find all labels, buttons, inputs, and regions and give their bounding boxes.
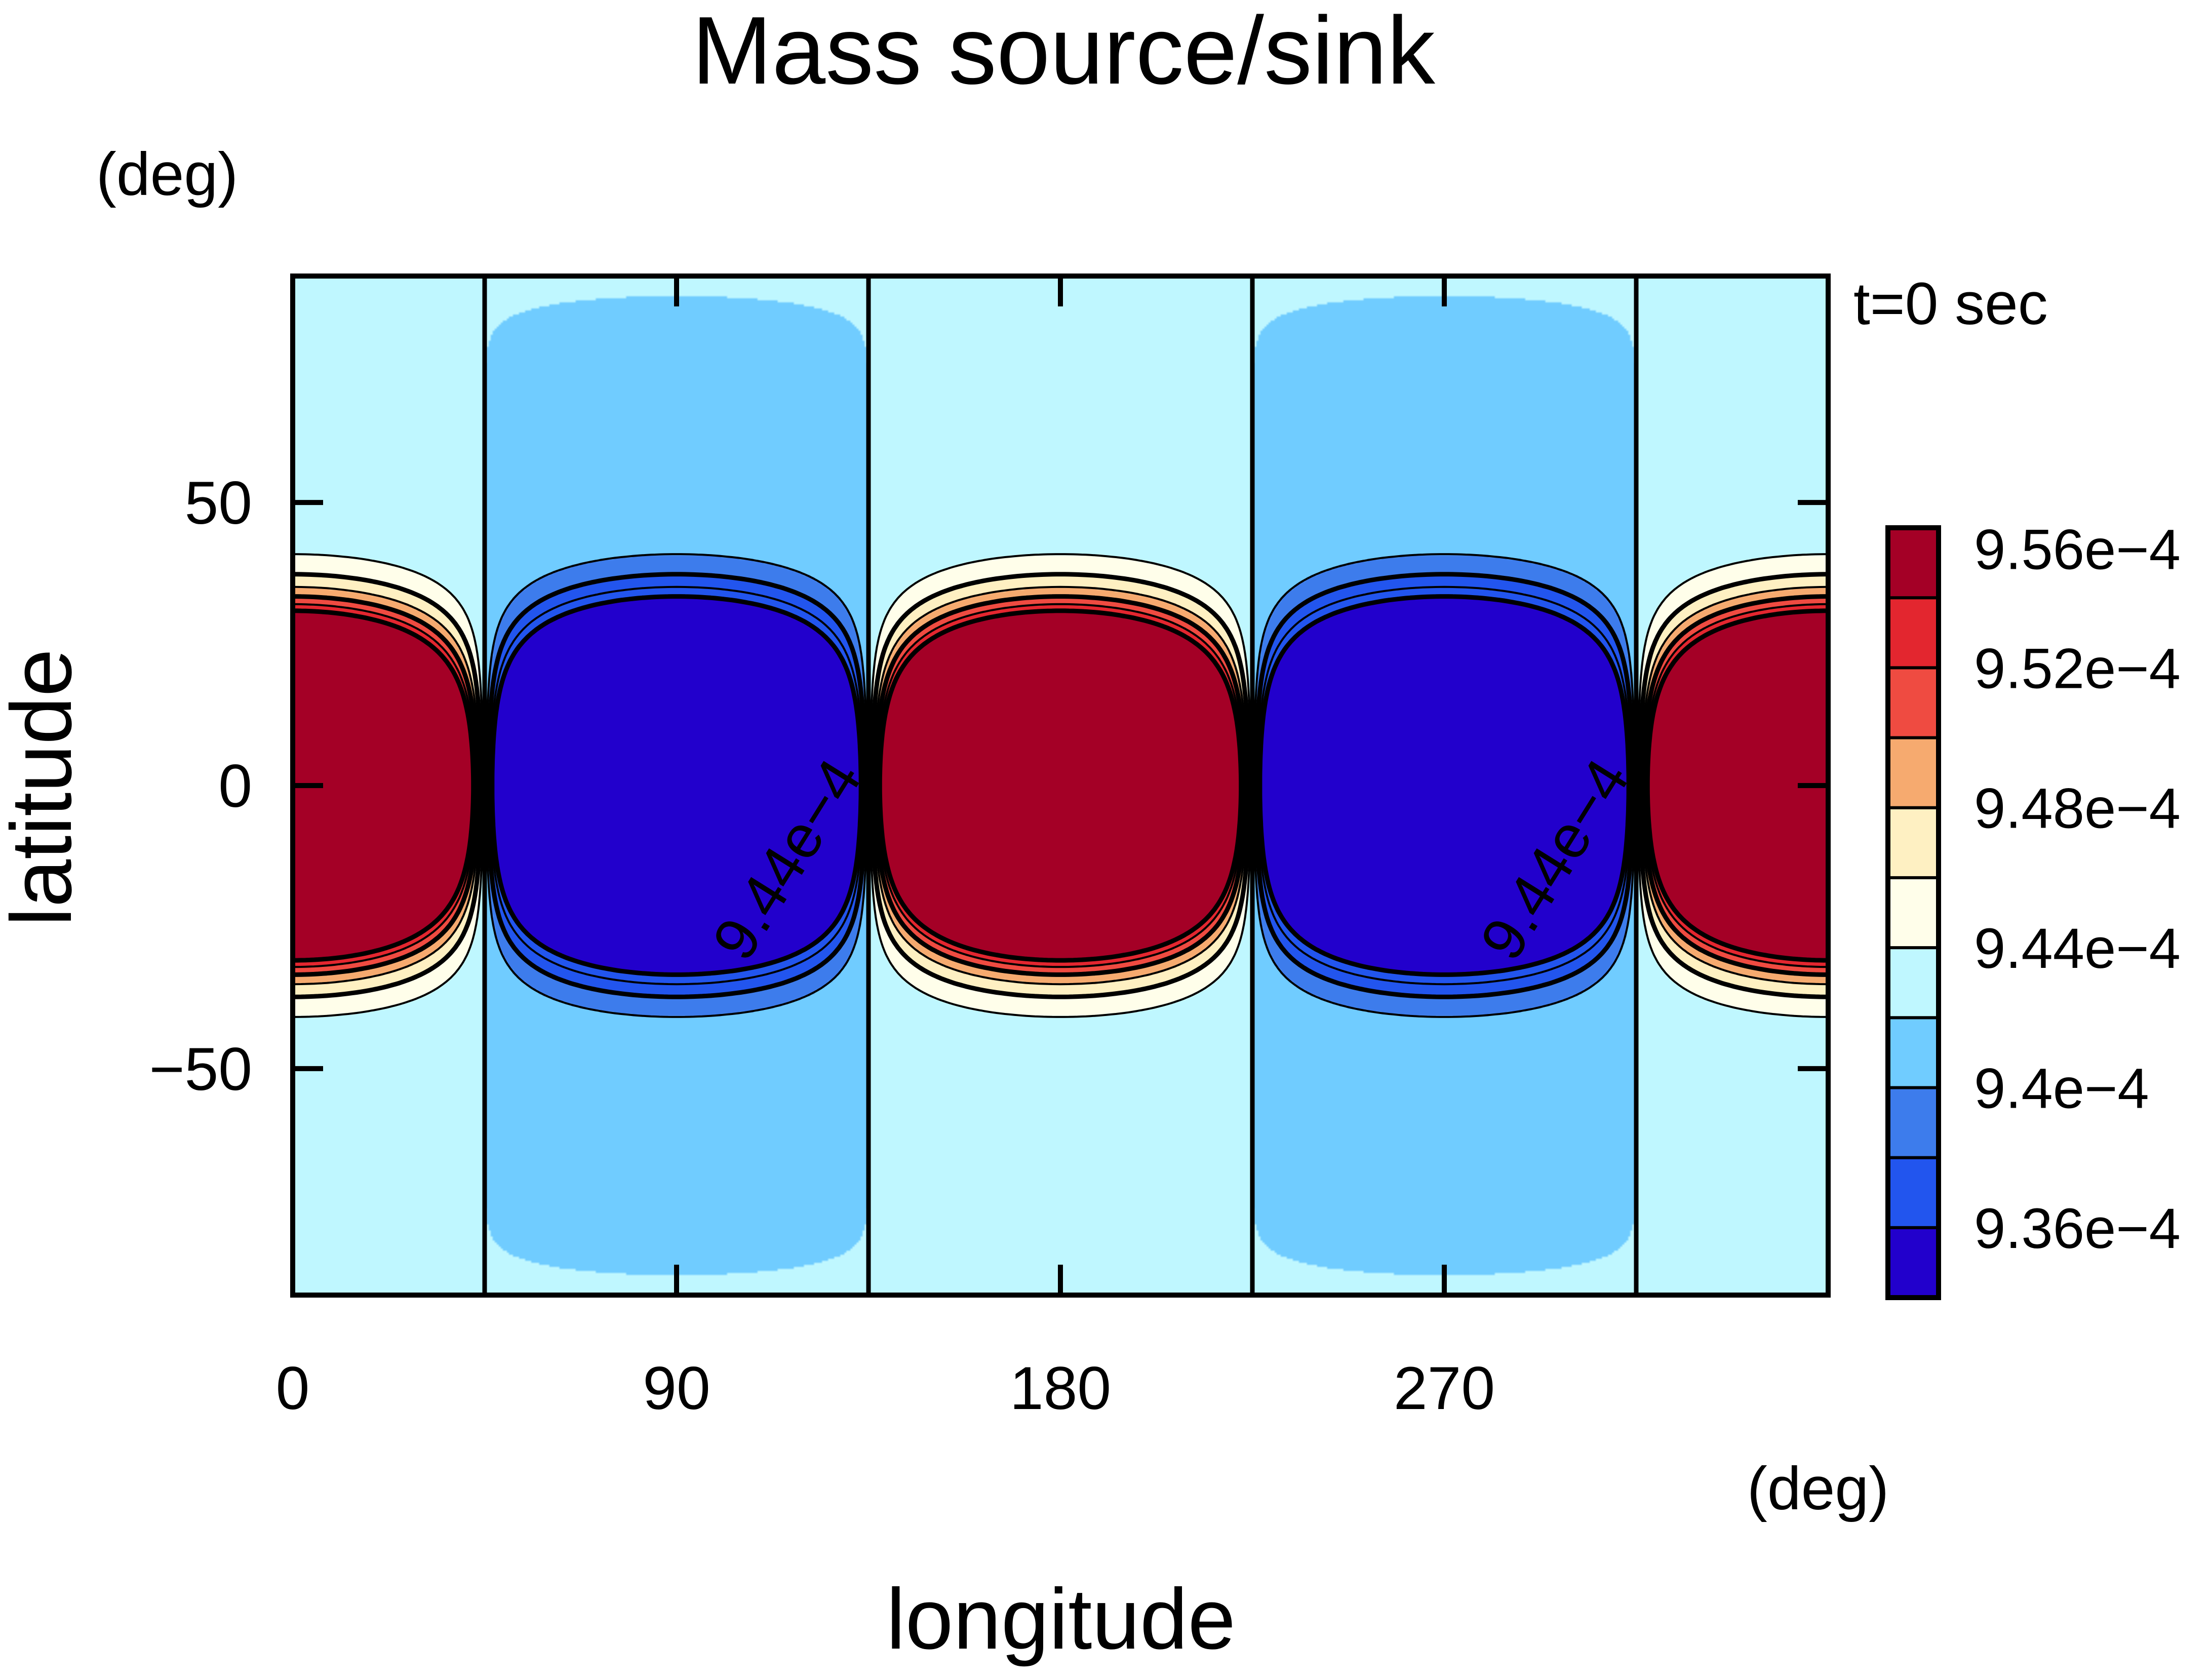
colorbar-label: 9.36e−4 [1974,1197,2181,1260]
axis-tick-labels: 0 90 180 270 −50 0 50 [149,469,1495,1422]
colorbar-label: 9.52e−4 [1974,637,2181,700]
y-axis-unit: (deg) [96,140,238,208]
y-axis-label: latitude [0,649,90,926]
x-tick-label: 270 [1394,1354,1495,1422]
colorbar-box [1886,946,1940,1020]
colorbar-box [1886,1156,1940,1229]
colorbar: 9.36e−4 9.4e−4 9.44e−4 9.48e−4 9.52e−4 9.56e−… [1885,518,2181,1300]
x-axis-label: longitude [886,1571,1236,1667]
contour-line [490,594,1631,977]
x-axis-unit: (deg) [1747,1455,1889,1522]
y-tick-label: 0 [218,752,252,820]
contour-field [293,276,1828,1295]
colorbar-box [1886,876,1940,950]
contour-lines [290,274,1831,1298]
colorbar-box [1886,806,1940,879]
colorbar-box [1886,666,1940,739]
y-tick-label: 50 [185,469,252,537]
axis-ticks [290,276,1828,1295]
colorbar-label: 9.48e−4 [1974,777,2181,840]
chart-title: Mass source/sink [692,0,1436,104]
colorbar-label: 9.56e−4 [1974,518,2181,581]
x-tick-label: 180 [1010,1354,1111,1422]
colorbar-box [1886,526,1940,600]
colorbar-box [1886,596,1940,670]
colorbar-label: 9.44e−4 [1974,917,2181,980]
colorbar-box [1886,1226,1940,1299]
contour-line [486,572,1635,999]
colorbar-box [1886,1016,1940,1089]
colorbar-frame [1885,525,1941,1300]
x-tick-label: 90 [643,1354,710,1422]
time-label: t=0 sec [1853,270,2048,337]
colorbar-label: 9.4e−4 [1974,1057,2149,1120]
x-tick-label: 0 [276,1354,310,1422]
colorbar-box [1886,1086,1940,1159]
y-tick-label: −50 [149,1035,252,1103]
colorbar-box [1886,736,1940,809]
